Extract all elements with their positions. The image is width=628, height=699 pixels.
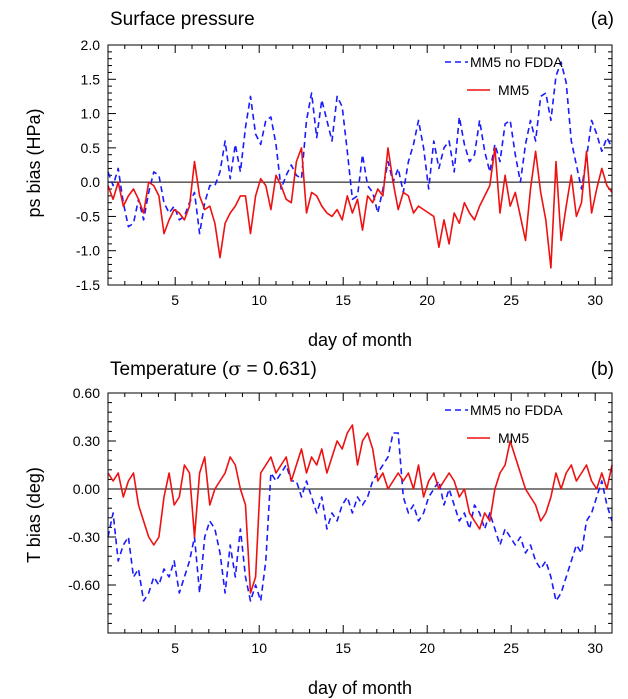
chart-title-b: Temperature (σ = 0.631) (110, 358, 317, 380)
y-tick-label-a: 2.0 (81, 37, 101, 53)
chart-title-b-suffix: = 0.631) (241, 359, 317, 380)
y-axis-label-b: T bias (deg) (24, 467, 44, 563)
x-axis-label-a: day of month (308, 330, 412, 350)
legend-label-mm5-a: MM5 (498, 82, 529, 98)
x-tick-label-b: 10 (251, 640, 267, 656)
x-tick-label-b: 5 (171, 640, 179, 656)
y-tick-label-a: 1.5 (81, 71, 101, 87)
x-tick-label-b: 25 (503, 640, 519, 656)
legend-label-no-fdda-a: MM5 no FDDA (470, 54, 563, 70)
chart-title-a: Surface pressure (110, 9, 255, 30)
legend-a: MM5 no FDDA MM5 (445, 54, 563, 98)
panel-temperature: Temperature (σ = 0.631) (b) T bias (deg)… (24, 358, 614, 698)
y-tick-label-a: 0.5 (81, 140, 101, 156)
y-tick-label-a: -1.5 (76, 277, 100, 293)
x-axis-label-b: day of month (308, 678, 412, 698)
series-line-no-fdda-b (107, 432, 613, 602)
legend-b: MM5 no FDDA MM5 (445, 402, 563, 446)
y-tick-label-a: -1.0 (76, 243, 100, 259)
legend-label-mm5-b: MM5 (498, 430, 529, 446)
y-tick-label-a: 0.0 (81, 174, 101, 190)
plot-frame-b (107, 392, 613, 634)
y-tick-label-b: 0.30 (73, 433, 100, 449)
chart-title-b-symbol: σ (228, 358, 241, 380)
y-tick-label-a: 1.0 (81, 106, 101, 122)
y-tick-label-b: -0.60 (68, 577, 100, 593)
x-tick-label-a: 30 (587, 292, 603, 308)
x-tick-label-b: 30 (587, 640, 603, 656)
x-tick-label-a: 10 (251, 292, 267, 308)
y-tick-label-b: 0.00 (73, 481, 100, 497)
x-tick-label-a: 5 (171, 292, 179, 308)
y-tick-label-b: 0.60 (73, 385, 100, 401)
series-line-mm5-a (107, 147, 613, 269)
series-line-no-fdda-a (107, 61, 613, 235)
y-axis-label-a: ps bias (HPa) (24, 108, 44, 217)
x-tick-label-b: 20 (419, 640, 435, 656)
panel-label-a: (a) (591, 9, 614, 30)
panel-label-b: (b) (591, 359, 614, 380)
chart-title-b-prefix: Temperature ( (110, 359, 229, 380)
x-tick-label-a: 20 (419, 292, 435, 308)
legend-label-no-fdda-b: MM5 no FDDA (470, 402, 563, 418)
plot-frame-a (107, 44, 613, 286)
x-tick-label-a: 15 (335, 292, 351, 308)
y-tick-label-a: -0.5 (76, 208, 100, 224)
series-line-mm5-b (107, 424, 613, 594)
y-tick-label-b: -0.30 (68, 529, 100, 545)
x-tick-label-a: 25 (503, 292, 519, 308)
x-tick-label-b: 15 (335, 640, 351, 656)
panel-surface-pressure: Surface pressure (a) ps bias (HPa) day o… (24, 9, 614, 350)
